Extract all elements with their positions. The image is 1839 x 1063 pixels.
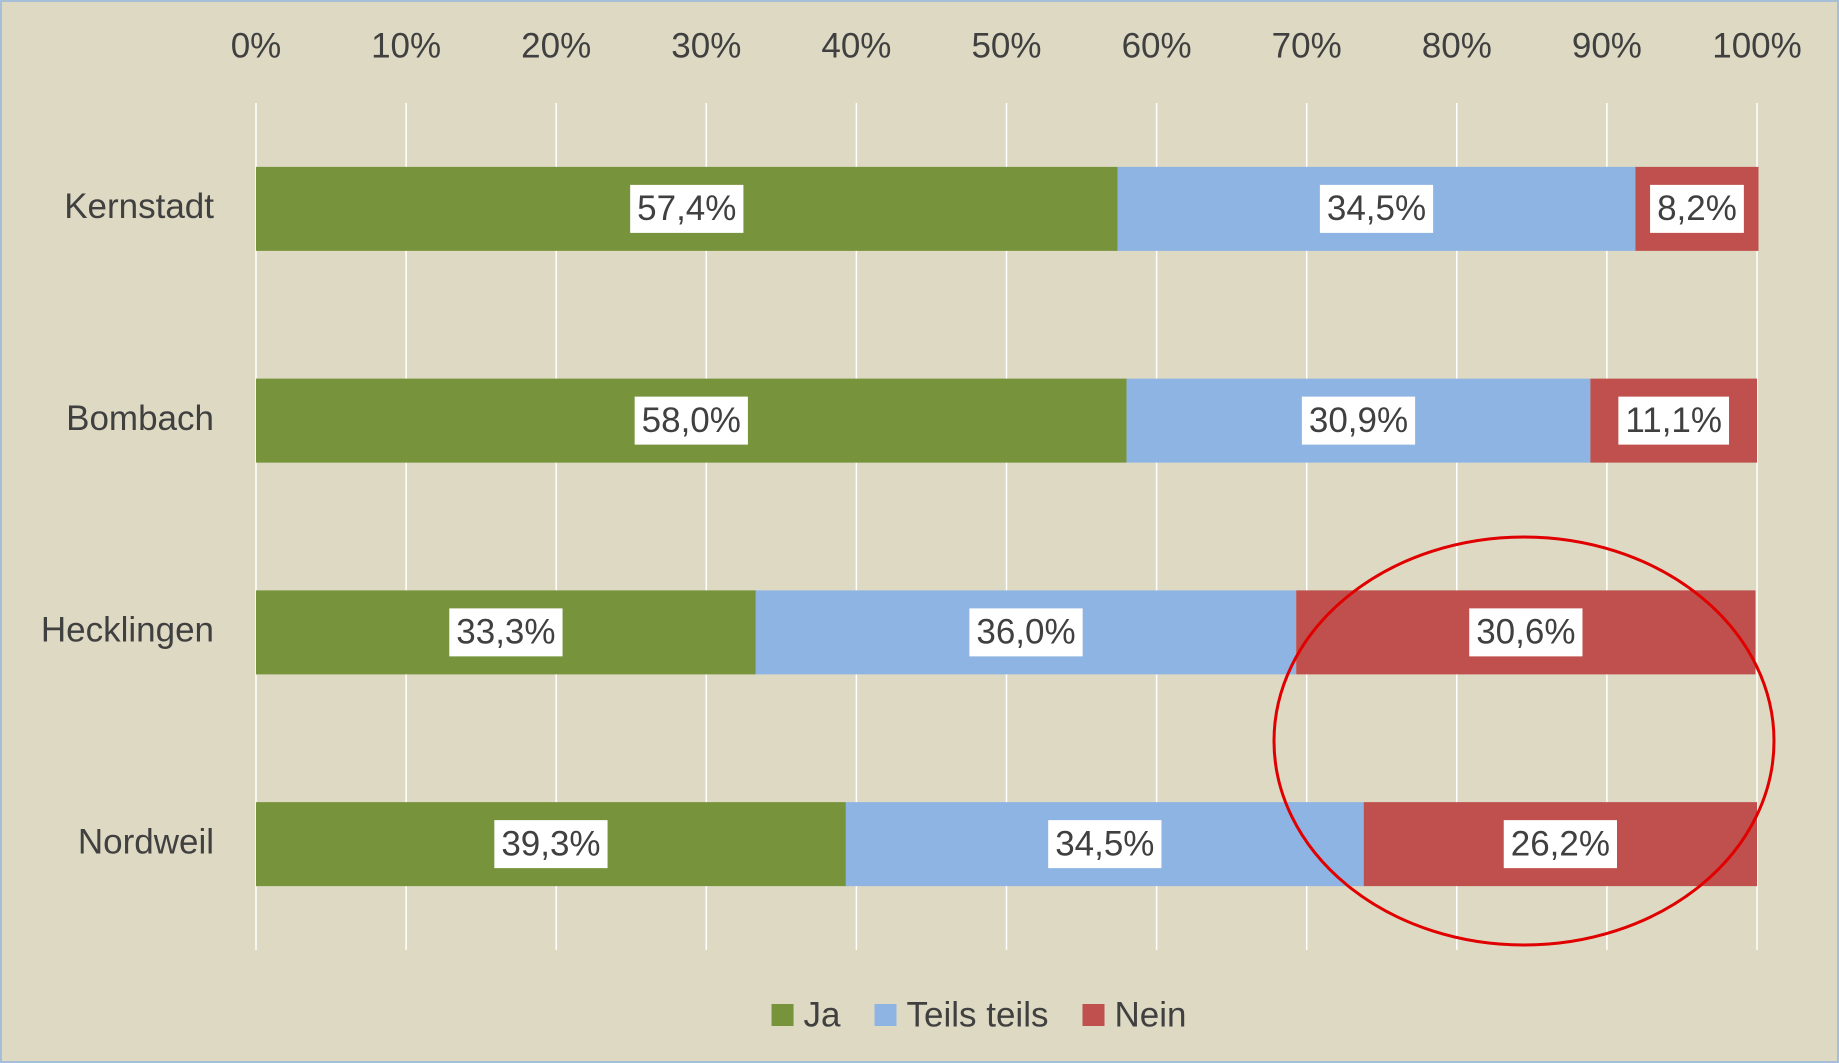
value-label: 58,0% [642,401,741,440]
y-tick-label: Nordweil [78,822,214,861]
x-tick-label: 0% [231,26,282,65]
value-label-box [449,608,563,657]
value-label-box [1469,608,1583,657]
value-label-box [1503,820,1617,869]
x-tick-label: 50% [971,26,1041,65]
value-label: 30,6% [1476,613,1575,652]
value-label: 36,0% [976,613,1075,652]
plot: 0% 10% 20% 30% 40% 50% 60% 70% 80% 90% 100% Kernsta… [41,26,1802,1034]
y-tick-label: Bombach [66,399,214,438]
value-label: 11,1% [1625,401,1722,440]
x-tick-label: 40% [821,26,891,65]
x-tick-label: 30% [671,26,741,65]
value-label: 34,5% [1327,189,1426,228]
value-label: 33,3% [456,613,555,652]
value-label-box [494,820,608,869]
legend-swatch [1082,1004,1105,1026]
x-tick-label: 100% [1712,26,1802,65]
value-label-box [1301,396,1416,445]
value-label-box [969,608,1083,657]
y-tick-label: Kernstadt [64,187,214,226]
y-tick-label: Hecklingen [41,611,214,650]
legend-swatch [771,1004,794,1026]
x-tick-label: 80% [1422,26,1492,65]
value-label: 39,3% [501,824,600,863]
value-label: 57,4% [637,189,736,228]
value-label: 8,2% [1657,189,1737,228]
value-label-box [1048,820,1162,869]
value-label: 34,5% [1055,824,1154,863]
legend-swatch [874,1004,897,1026]
value-label-box [1618,396,1730,445]
x-tick-label: 20% [521,26,591,65]
value-label: 30,9% [1309,401,1408,440]
value-label: 26,2% [1511,824,1610,863]
legend-label: Teils teils [907,995,1049,1034]
value-label-box [1650,184,1744,233]
x-tick-label: 10% [371,26,441,65]
value-label-box [1319,184,1434,233]
x-tick-label: 60% [1122,26,1192,65]
legend-label: Ja [804,995,842,1034]
x-tick-label: 90% [1572,26,1642,65]
x-tick-label: 70% [1272,26,1342,65]
value-label-box [634,396,748,445]
highlight-ellipse [1272,535,1776,947]
value-label-box [630,184,744,233]
legend-label: Nein [1114,995,1186,1034]
